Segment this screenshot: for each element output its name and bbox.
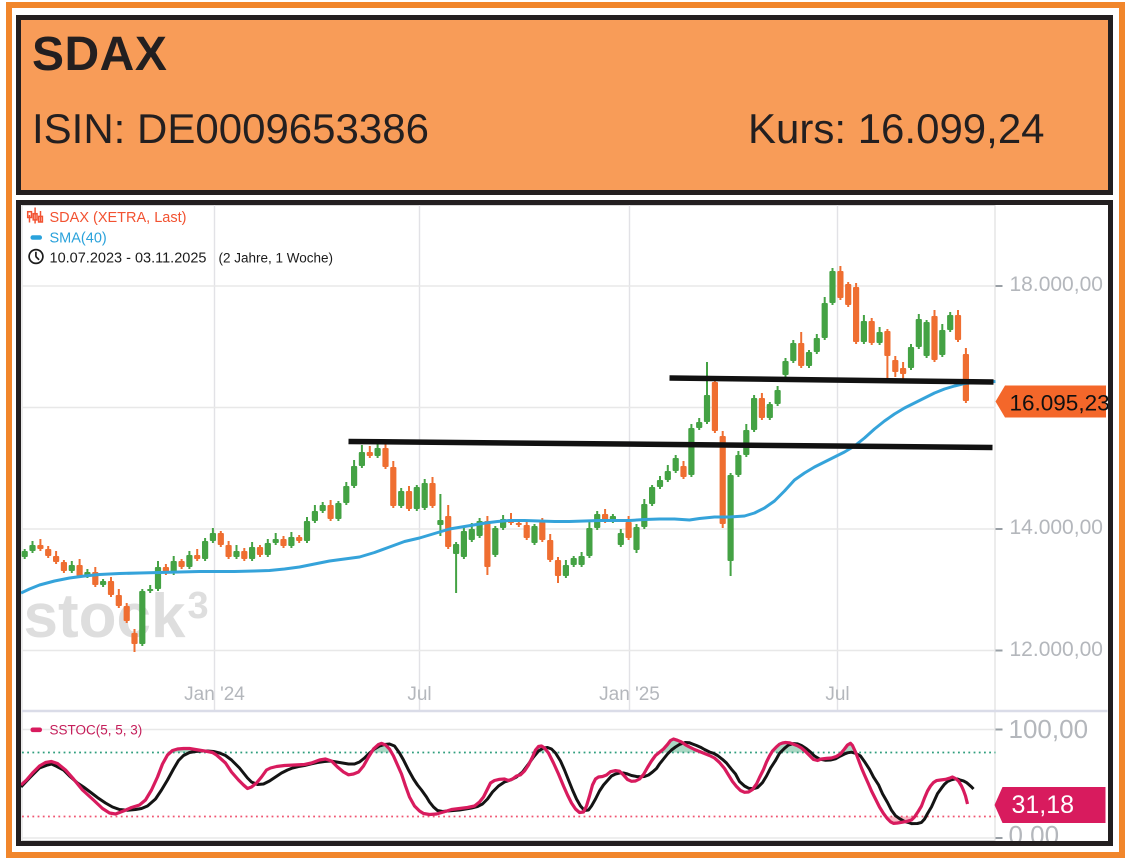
svg-text:SMA(40): SMA(40) bbox=[50, 231, 107, 247]
svg-text:10.07.2023 - 03.11.2025: 10.07.2023 - 03.11.2025 bbox=[50, 251, 207, 267]
svg-text:100,00: 100,00 bbox=[1009, 714, 1089, 744]
svg-text:stock: stock bbox=[24, 582, 186, 651]
svg-text:16.095,23: 16.095,23 bbox=[1010, 391, 1109, 416]
svg-text:3: 3 bbox=[188, 585, 209, 627]
svg-text:Jul: Jul bbox=[825, 684, 849, 705]
svg-text:18.000,00: 18.000,00 bbox=[1010, 273, 1103, 296]
svg-text:Jul: Jul bbox=[407, 684, 431, 705]
svg-text:(2 Jahre, 1 Woche): (2 Jahre, 1 Woche) bbox=[219, 251, 334, 266]
svg-text:Jan '24: Jan '24 bbox=[184, 684, 245, 705]
svg-text:14.000,00: 14.000,00 bbox=[1010, 516, 1103, 539]
svg-text:31,18: 31,18 bbox=[1012, 791, 1075, 819]
svg-text:SSTOC(5, 5, 3): SSTOC(5, 5, 3) bbox=[50, 723, 143, 738]
svg-text:Jan '25: Jan '25 bbox=[599, 684, 660, 705]
svg-text:SDAX (XETRA, Last): SDAX (XETRA, Last) bbox=[50, 210, 187, 226]
svg-text:0,00: 0,00 bbox=[1009, 820, 1060, 841]
svg-text:12.000,00: 12.000,00 bbox=[1010, 638, 1103, 661]
